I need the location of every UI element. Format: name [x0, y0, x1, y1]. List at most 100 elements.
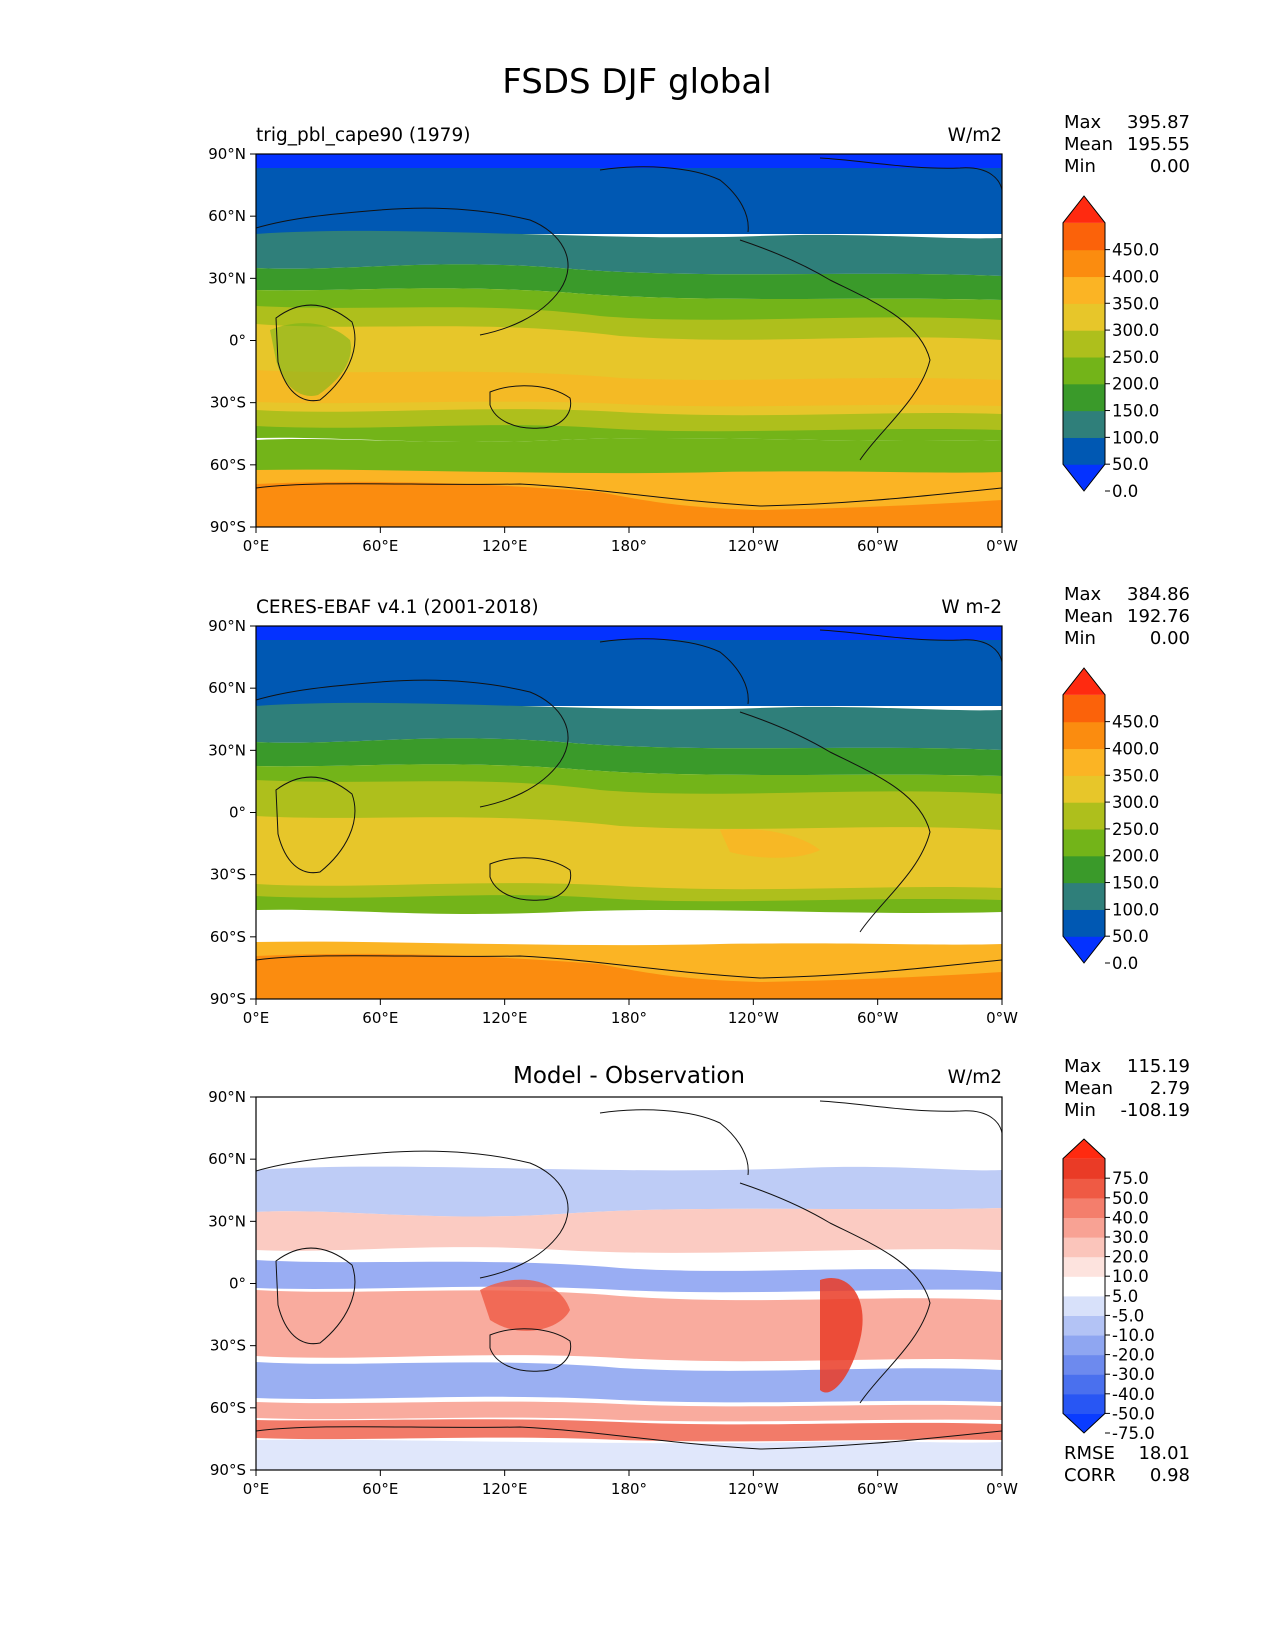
y-tick-label: 30°N: [208, 1212, 246, 1230]
colorbar-segment: [1063, 356, 1105, 385]
colorbar-segment: [1063, 909, 1105, 937]
x-tick-label: 60°E: [362, 537, 398, 555]
stat-value: 0.00: [1150, 156, 1190, 177]
colorbar-label: 40.0: [1112, 1208, 1149, 1227]
colorbar-segment: [1063, 1197, 1105, 1218]
stat-value: 395.87: [1127, 112, 1190, 133]
colorbar-label: -5.0: [1112, 1306, 1144, 1325]
y-tick-label: 0°: [229, 332, 246, 350]
stat-label: Max: [1064, 1056, 1102, 1077]
x-tick-label: 0°E: [243, 1480, 270, 1498]
stat-label: Min: [1064, 156, 1096, 177]
y-tick-label: 30°S: [210, 866, 246, 884]
colorbar-segment: [1063, 330, 1105, 358]
colorbar-label: 0.0: [1112, 954, 1138, 973]
colorbar-label: 10.0: [1112, 1267, 1149, 1286]
colorbar-segment: [1063, 775, 1105, 803]
panel-units: W m-2: [941, 597, 1002, 618]
x-tick-label: 60°W: [857, 537, 899, 555]
colorbar-extension-min: [1063, 464, 1105, 491]
x-tick-label: 0°W: [986, 1480, 1018, 1498]
contour-fill: [256, 626, 1002, 999]
colorbar-segment: [1063, 1217, 1105, 1238]
coastlines: [256, 1100, 1002, 1450]
x-tick-label: 180°: [611, 537, 647, 555]
figure-title: FSDS DJF global: [502, 62, 771, 102]
colorbar-segment: [1063, 1374, 1105, 1395]
colorbar-segment: [1063, 1158, 1105, 1179]
colorbar-segment: [1063, 1178, 1105, 1199]
colorbar-segment: [1063, 383, 1105, 412]
x-tick-label: 120°W: [728, 1480, 779, 1498]
y-tick-label: 60°N: [208, 679, 246, 697]
colorbar-label: 150.0: [1112, 874, 1159, 893]
y-tick-label: 30°N: [208, 741, 246, 759]
x-tick-label: 0°W: [986, 537, 1018, 555]
colorbar-label: 30.0: [1112, 1228, 1149, 1247]
colorbar-segment: [1063, 1315, 1105, 1336]
colorbar-segment: [1063, 694, 1105, 723]
colorbar-segment: [1063, 802, 1105, 830]
colorbar-extension-max: [1063, 668, 1105, 695]
y-tick-label: 30°S: [210, 394, 246, 412]
map: [256, 154, 1002, 527]
stat-label: RMSE: [1064, 1443, 1115, 1464]
panel-title: trig_pbl_cape90 (1979): [256, 125, 470, 146]
colorbar-segment: [1063, 222, 1105, 251]
x-axis: 0°E 60°E 120°E 180° 120°W 60°W 0°W: [243, 999, 1018, 1027]
colorbar-label: 400.0: [1112, 739, 1159, 758]
colorbar-segment: [1063, 1393, 1105, 1414]
x-tick-label: 60°W: [857, 1480, 899, 1498]
colorbar-segment: [1063, 1256, 1105, 1277]
colorbar-label: 400.0: [1112, 267, 1159, 286]
y-tick-label: 90°S: [210, 990, 246, 1008]
coastlines: [256, 157, 1002, 507]
colorbar-label: -40.0: [1112, 1385, 1155, 1404]
x-tick-label: 120°W: [728, 537, 779, 555]
stat-value: 195.55: [1127, 134, 1190, 155]
y-tick-label: 90°N: [208, 1088, 246, 1106]
panel-units: W/m2: [948, 125, 1002, 146]
stat-label: Min: [1064, 1100, 1096, 1121]
coastlines: [256, 629, 1002, 979]
colorbar: 450.0 400.0 350.0 300.0 250.0 200.0 150.0 100.0…: [1062, 195, 1159, 501]
stat-label: Mean: [1064, 1078, 1113, 1099]
colorbar-label: 250.0: [1112, 820, 1159, 839]
colorbar-segment: [1063, 828, 1105, 857]
colorbar-label: 250.0: [1112, 348, 1159, 367]
panel-title: Model - Observation: [513, 1063, 745, 1089]
colorbar-segment: [1063, 410, 1105, 438]
x-axis: 0°E 60°E 120°E 180° 120°W 60°W 0°W: [243, 527, 1018, 555]
colorbar-extension-min: [1063, 936, 1105, 963]
x-axis: 0°E 60°E 120°E 180° 120°W 60°W 0°W: [243, 1470, 1018, 1498]
x-tick-label: 60°W: [857, 1009, 899, 1027]
colorbar-segment: [1063, 721, 1105, 750]
stat-value: 0.98: [1150, 1465, 1190, 1486]
panel-units: W/m2: [948, 1067, 1002, 1088]
y-tick-label: 60°S: [210, 928, 246, 946]
x-tick-label: 120°E: [482, 1480, 528, 1498]
stat-label: Mean: [1064, 606, 1113, 627]
x-tick-label: 60°E: [362, 1009, 398, 1027]
stats-box: Max 115.19 Mean 2.79 Min -108.19: [1064, 1056, 1190, 1121]
y-tick-label: 0°: [229, 1275, 246, 1293]
stat-value: 18.01: [1138, 1443, 1190, 1464]
x-tick-label: 120°W: [728, 1009, 779, 1027]
stats-box: Max 384.86 Mean 192.76 Min 0.00: [1064, 584, 1190, 649]
y-tick-label: 60°N: [208, 207, 246, 225]
map: [256, 626, 1002, 999]
stat-value: 2.79: [1150, 1078, 1190, 1099]
colorbar-label: 100.0: [1112, 900, 1159, 919]
colorbar-label: 350.0: [1112, 294, 1159, 313]
y-tick-label: 30°N: [208, 269, 246, 287]
colorbar-segment: [1063, 1295, 1105, 1316]
colorbar-label: 450.0: [1112, 713, 1159, 732]
colorbar-segment: [1063, 276, 1105, 304]
stat-value: 115.19: [1127, 1056, 1190, 1077]
panel-difference: Model - Observation W/m2: [208, 1056, 1190, 1498]
colorbar-segment: [1063, 1354, 1105, 1375]
colorbar-label: 20.0: [1112, 1248, 1149, 1267]
stat-value: 384.86: [1127, 584, 1190, 605]
x-tick-label: 60°E: [362, 1480, 398, 1498]
panel-title: CERES-EBAF v4.1 (2001-2018): [256, 597, 539, 618]
